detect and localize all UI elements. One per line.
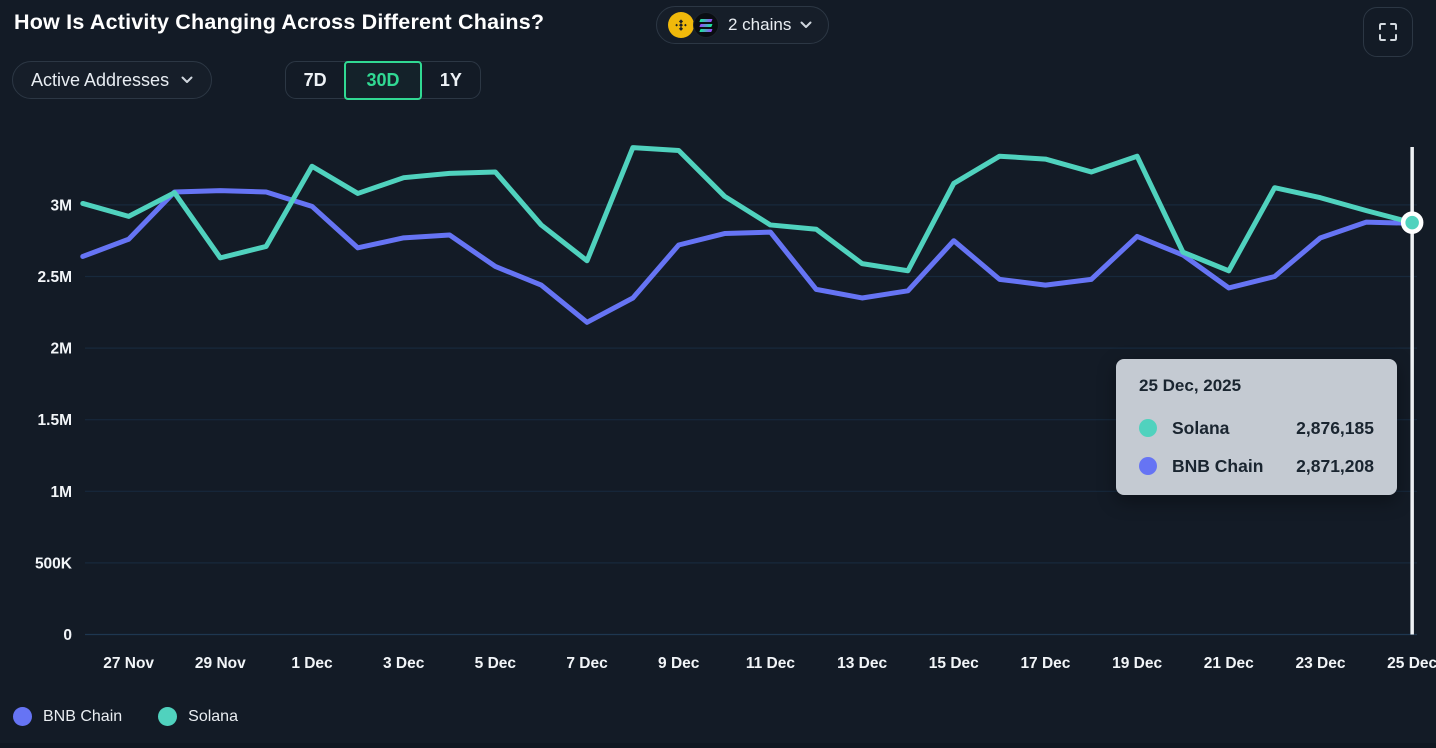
x-axis-label: 3 Dec [383,655,425,672]
y-axis-label: 500K [35,555,73,572]
solana-coin-icon [693,12,719,38]
legend-label: Solana [188,707,238,725]
page-title: How Is Activity Changing Across Differen… [14,10,545,34]
x-axis-label: 29 Nov [195,655,246,672]
x-axis-label: 23 Dec [1295,655,1345,672]
bnb-chain-dot-icon [13,707,32,726]
x-axis-label: 27 Nov [103,655,154,672]
metric-selector[interactable]: Active Addresses [12,61,213,99]
legend-item-solana[interactable]: Solana [158,707,238,726]
range-button-1y[interactable]: 1Y [422,62,480,98]
legend-label: BNB Chain [43,707,123,725]
bnb-coin-icon [668,12,694,38]
legend-item-bnb-chain[interactable]: BNB Chain [13,707,122,726]
x-axis-label: 9 Dec [658,655,700,672]
x-axis-label: 11 Dec [746,655,796,672]
fullscreen-icon [1379,23,1397,41]
tooltip-series-name: Solana [1172,417,1230,438]
chart-legend: BNB Chain Solana [13,707,238,726]
tooltip-series-value: 2,876,185 [1296,417,1374,438]
solana-dot-icon [1139,419,1157,437]
x-axis-label: 5 Dec [475,655,517,672]
x-axis-label: 25 Dec [1387,655,1436,672]
x-axis-label: 17 Dec [1020,655,1070,672]
series-line-solana [80,145,1415,274]
y-axis-label: 0 [63,627,72,644]
y-axis-label: 2M [50,341,72,358]
x-axis-label: 1 Dec [291,655,333,672]
y-axis-label: 1.5M [38,412,72,429]
chains-selector[interactable]: 2 chains [656,6,830,44]
range-button-7d[interactable]: 7D [286,62,344,98]
x-axis-label: 21 Dec [1204,655,1254,672]
y-axis-label: 3M [50,197,72,214]
tooltip-row-bnb-chain: BNB Chain 2,871,208 [1139,447,1374,485]
x-axis-label: 13 Dec [837,655,887,672]
active-point-marker [1400,211,1424,234]
tooltip-series-name: BNB Chain [1172,455,1264,476]
tooltip-date: 25 Dec, 2025 [1139,376,1242,395]
range-selector: 7D 30D 1Y [285,60,481,100]
chart-tooltip: 25 Dec, 2025 Solana 2,876,185 BNB Chain … [1116,359,1397,495]
tooltip-row-solana: Solana 2,876,185 [1139,409,1374,447]
bnb-chain-dot-icon [1139,457,1157,475]
chains-selector-label: 2 chains [728,15,792,34]
series-line-bnb-chain [80,188,1415,325]
solana-dot-icon [158,707,178,726]
widget-bottom-edge [0,743,1436,748]
x-axis-label: 15 Dec [929,655,979,672]
tooltip-series-value: 2,871,208 [1296,455,1374,476]
chevron-down-icon [800,21,812,28]
range-button-30d[interactable]: 30D [344,60,422,100]
y-axis-label: 2.5M [38,269,72,286]
y-axis-label: 1M [50,484,72,501]
fullscreen-button[interactable] [1363,7,1413,57]
metric-selector-label: Active Addresses [31,69,170,90]
chevron-down-icon [181,76,193,83]
x-axis-label: 7 Dec [566,655,608,672]
x-axis-label: 19 Dec [1112,655,1162,672]
